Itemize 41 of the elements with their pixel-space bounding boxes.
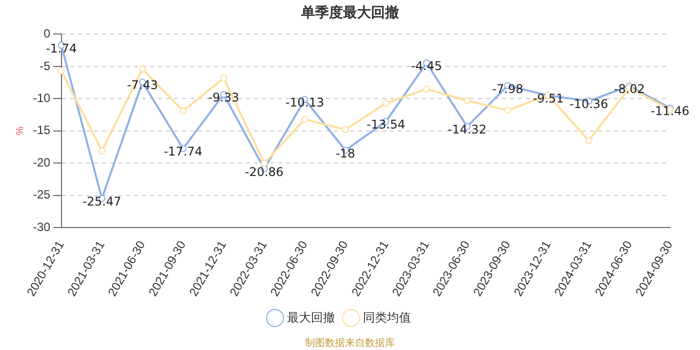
data-label: -9.51 (532, 92, 564, 106)
point (58, 67, 65, 74)
data-label: -14.32 (448, 122, 486, 137)
y-tick-label: -20 (33, 155, 51, 170)
y-tick-label: -30 (33, 220, 51, 234)
y-axis-title: % (14, 126, 26, 136)
legend-label: 最大回撤 (287, 310, 335, 324)
data-label: -9.33 (208, 90, 240, 104)
point (220, 74, 228, 82)
data-label: -10.13 (285, 96, 324, 110)
data-label: -13.54 (366, 118, 406, 132)
point (342, 126, 349, 134)
y-tick-label: 0 (44, 26, 51, 41)
data-label: -4.45 (411, 59, 442, 74)
y-tick-label: -25 (33, 188, 51, 202)
point (260, 160, 268, 167)
point (382, 100, 390, 107)
point (301, 116, 308, 123)
point (423, 86, 430, 93)
point (98, 147, 106, 154)
data-label: -17.74 (164, 144, 202, 159)
legend-label: 同类均值 (363, 310, 411, 324)
point (139, 66, 146, 73)
data-label: -18 (336, 146, 356, 160)
y-tick-label: -5 (40, 58, 51, 73)
data-label: -25.47 (82, 194, 122, 209)
chart-title: 单季度最大回撤 (300, 4, 400, 22)
data-label: -7.98 (492, 82, 524, 96)
data-label: -20.86 (244, 164, 284, 179)
point (464, 97, 471, 104)
data-label: -1.74 (46, 42, 77, 56)
y-tick-label: -15 (33, 123, 51, 138)
data-label: -7.43 (126, 78, 158, 92)
y-tick-label: -10 (33, 90, 51, 105)
text: 制图数据来自数据库 (304, 336, 396, 350)
point (180, 107, 187, 114)
data-label: -10.36 (570, 97, 608, 112)
point (504, 106, 512, 114)
data-label: -11.46 (650, 104, 690, 118)
data-label: -8.02 (614, 82, 645, 96)
point (585, 137, 592, 144)
